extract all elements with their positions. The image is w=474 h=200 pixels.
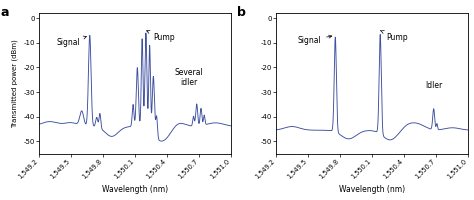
Text: b: b <box>237 6 246 19</box>
Text: a: a <box>0 6 9 19</box>
Text: Signal: Signal <box>56 36 86 47</box>
Y-axis label: Transmitted power (dBm): Transmitted power (dBm) <box>11 39 18 128</box>
Text: Pump: Pump <box>381 31 408 42</box>
X-axis label: Wavelength (nm): Wavelength (nm) <box>102 185 168 194</box>
Text: Pump: Pump <box>146 31 175 42</box>
Text: Signal: Signal <box>297 35 332 45</box>
X-axis label: Wavelength (nm): Wavelength (nm) <box>339 185 405 194</box>
Text: Idler: Idler <box>426 81 443 90</box>
Text: Several
idler: Several idler <box>174 68 203 87</box>
